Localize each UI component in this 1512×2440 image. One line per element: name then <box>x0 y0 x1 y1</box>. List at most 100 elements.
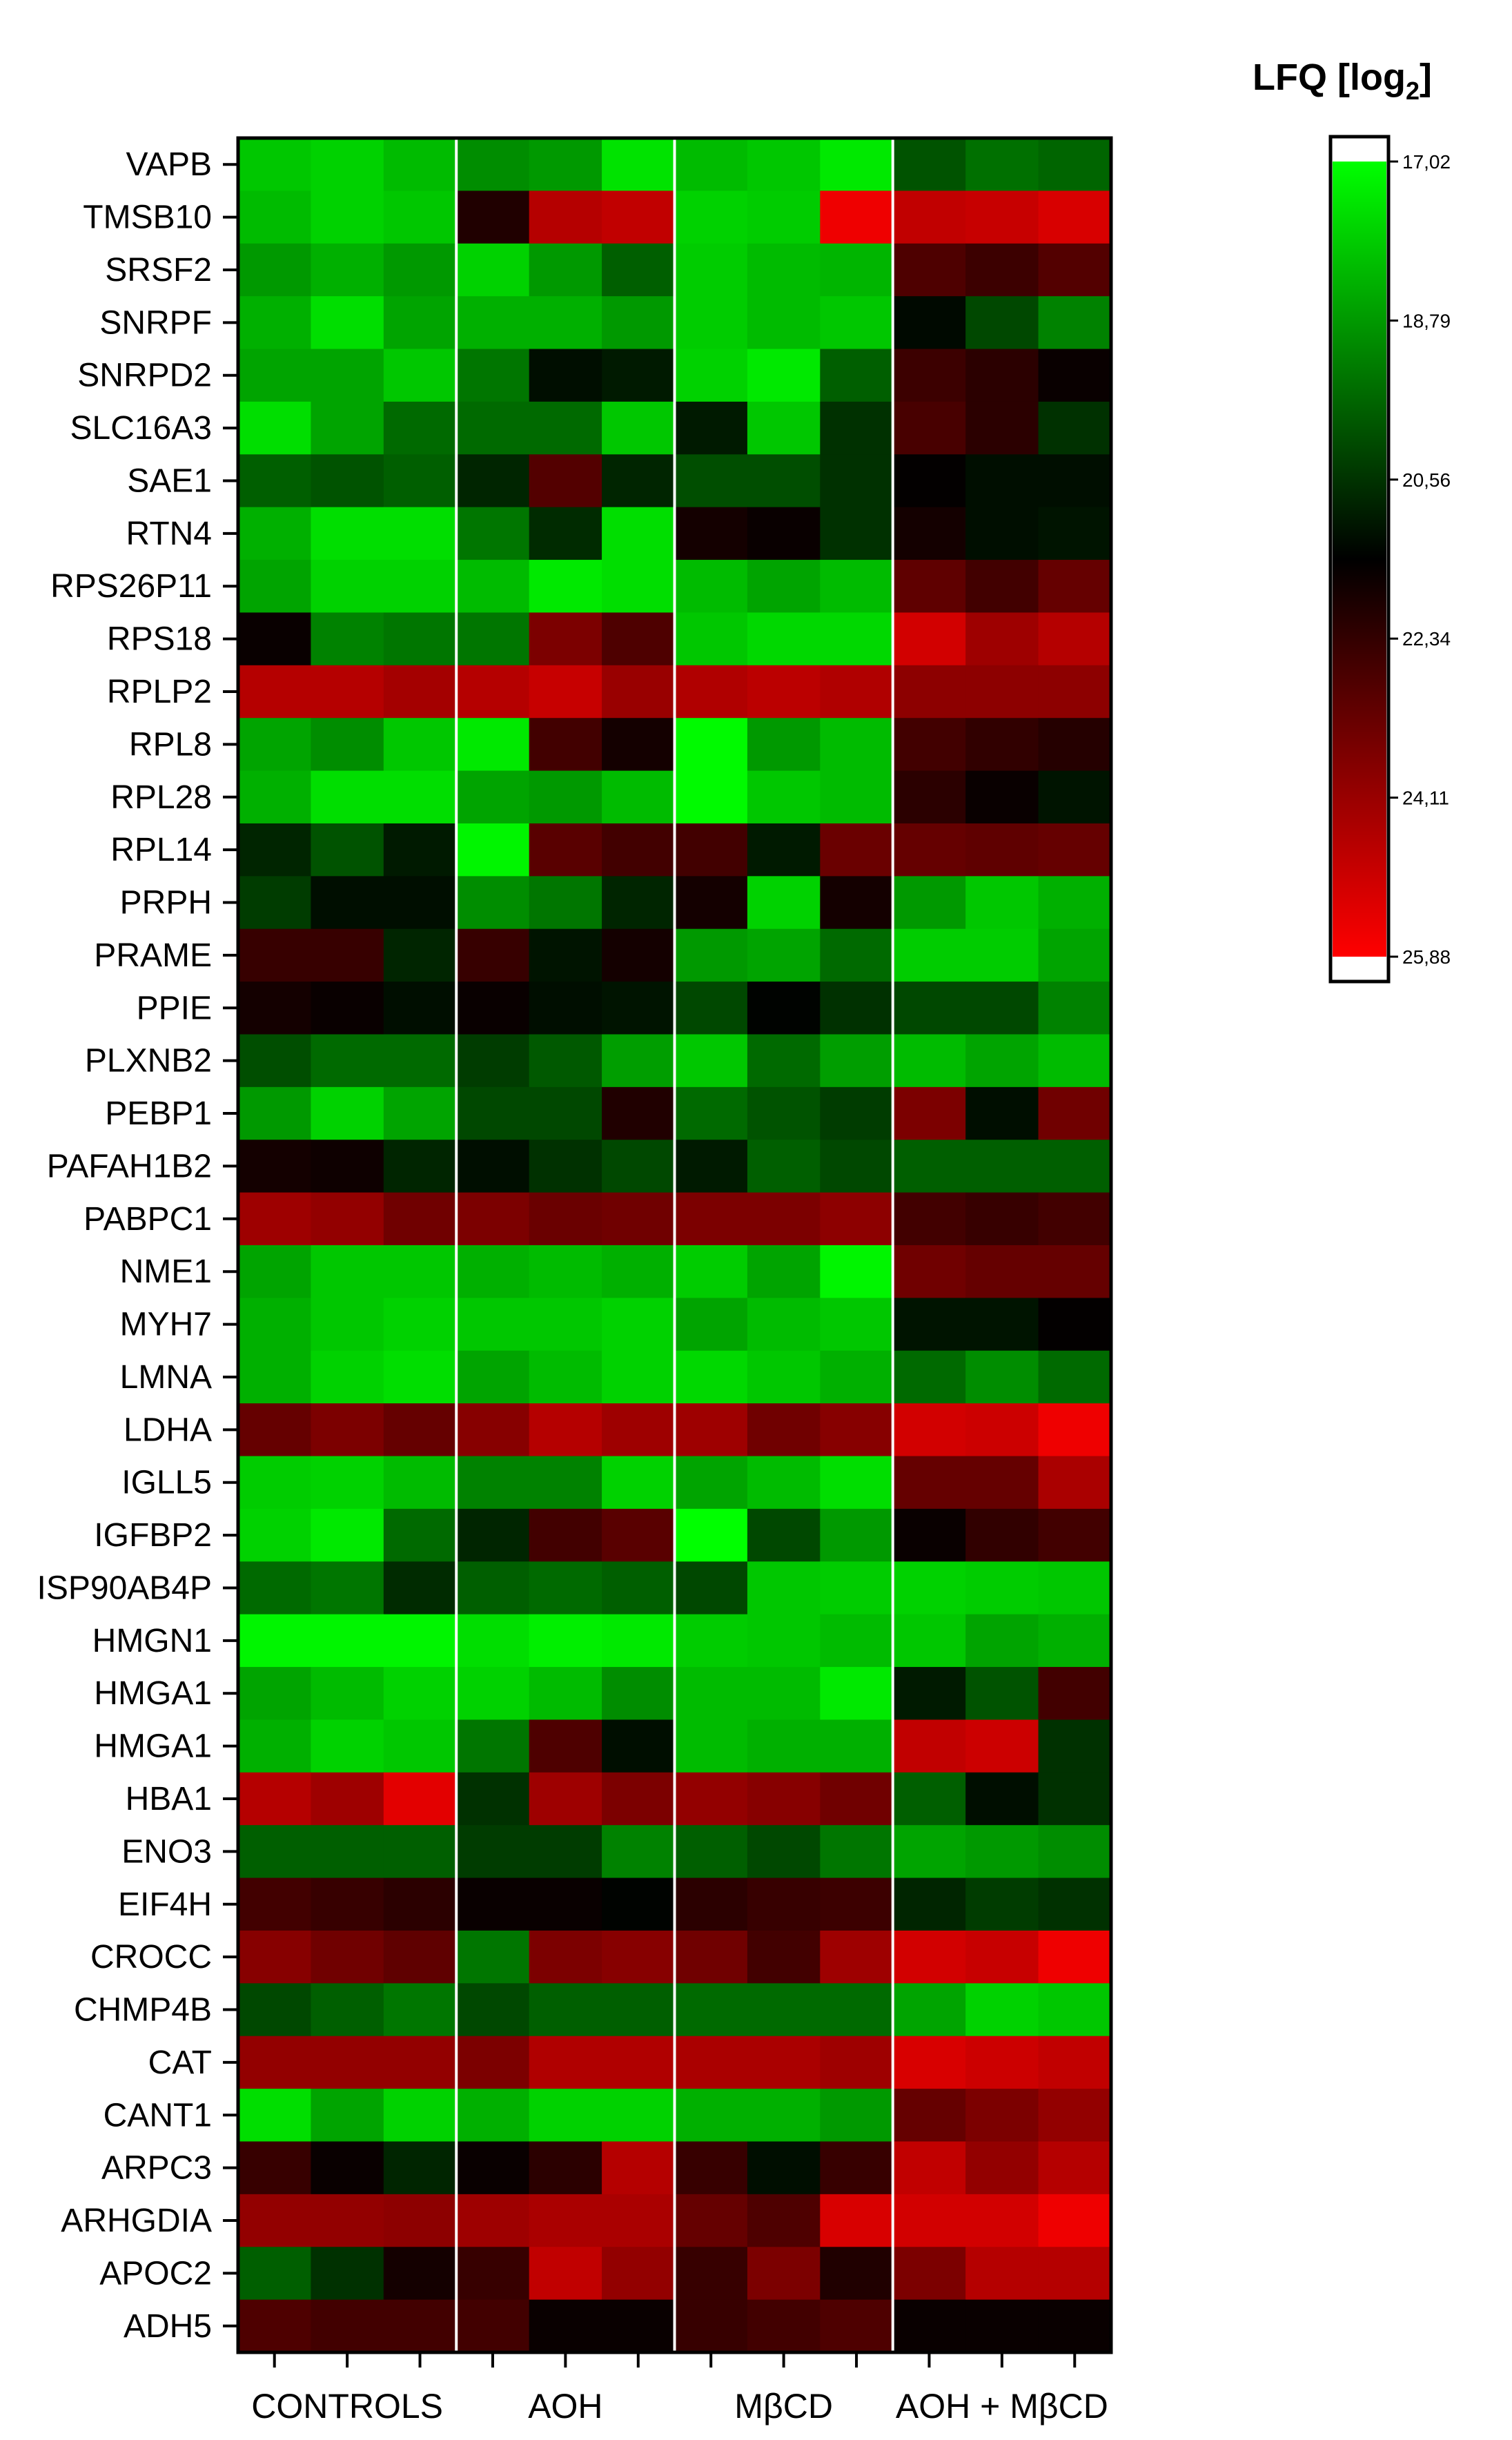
heatmap-cell <box>311 1086 384 1140</box>
heatmap-cell <box>965 1877 1039 1931</box>
heatmap-cell <box>529 2299 602 2353</box>
heatmap-cell <box>965 2089 1039 2143</box>
heatmap-cell <box>238 1350 312 1404</box>
heatmap-cell <box>674 1034 748 1088</box>
heatmap-cell <box>674 454 748 508</box>
heatmap-cell <box>602 1086 676 1140</box>
heatmap-cell <box>820 2036 894 2089</box>
heatmap-cell <box>456 1825 530 1879</box>
heatmap-cell <box>892 296 966 350</box>
heatmap-cell <box>820 1298 894 1351</box>
heatmap-cell <box>674 876 748 930</box>
heatmap-cell <box>383 2299 457 2353</box>
heatmap-cell <box>674 823 748 877</box>
heatmap-cell <box>820 2141 894 2195</box>
heatmap-cell <box>383 1403 457 1457</box>
heatmap-cell <box>529 665 602 719</box>
heatmap-cell <box>311 1508 384 1562</box>
heatmap-cell <box>602 2141 676 2195</box>
heatmap-cell <box>456 349 530 402</box>
heatmap-cell <box>1038 560 1112 614</box>
row-label: PAFAH1B2 <box>47 1148 212 1184</box>
heatmap-cell <box>965 612 1039 666</box>
heatmap-cell <box>529 1086 602 1140</box>
heatmap-cell <box>456 1772 530 1826</box>
row-label: PEBP1 <box>105 1095 212 1132</box>
heatmap-cell <box>892 823 966 877</box>
heatmap-cell <box>602 191 676 244</box>
heatmap-cell <box>383 928 457 982</box>
heatmap-cell <box>820 2089 894 2143</box>
heatmap-cell <box>965 2299 1039 2353</box>
heatmap-cell <box>529 1877 602 1931</box>
heatmap-cell <box>820 718 894 772</box>
heatmap-cell <box>529 349 602 402</box>
heatmap-cell <box>965 1825 1039 1879</box>
heatmap-cell <box>602 1508 676 1562</box>
heatmap-cell <box>965 401 1039 455</box>
heatmap-cell <box>383 349 457 402</box>
heatmap-cell <box>311 401 384 455</box>
heatmap-cell <box>383 1456 457 1510</box>
heatmap-cell <box>674 296 748 350</box>
row-label: PRAME <box>94 937 212 974</box>
heatmap-cell <box>238 560 312 614</box>
heatmap-cell <box>892 1403 966 1457</box>
heatmap-cell <box>311 982 384 1035</box>
heatmap-cell <box>529 1983 602 2037</box>
heatmap-cell <box>602 2089 676 2143</box>
heatmap-cell <box>238 1772 312 1826</box>
heatmap-cell <box>747 1403 821 1457</box>
heatmap-cell <box>892 1772 966 1826</box>
heatmap-cell <box>238 1403 312 1457</box>
heatmap-cell <box>238 928 312 982</box>
heatmap-cell <box>1038 982 1112 1035</box>
heatmap-cell <box>965 665 1039 719</box>
heatmap-cell <box>965 1719 1039 1773</box>
heatmap-cell <box>820 507 894 560</box>
heatmap-cell <box>529 1140 602 1193</box>
heatmap-cell <box>238 1983 312 2037</box>
heatmap-cell <box>456 1614 530 1668</box>
heatmap-cell <box>820 1614 894 1668</box>
heatmap-cell <box>747 2036 821 2089</box>
heatmap-cell <box>529 982 602 1035</box>
heatmap-cell <box>820 1403 894 1457</box>
heatmap-cell <box>602 1561 676 1615</box>
heatmap-cell <box>674 770 748 824</box>
heatmap-cell <box>892 2036 966 2089</box>
heatmap-cell <box>1038 243 1112 297</box>
heatmap-cell <box>311 1614 384 1668</box>
heatmap-cell <box>529 1192 602 1246</box>
heatmap-cell <box>1038 2089 1112 2143</box>
heatmap-cell <box>311 1350 384 1404</box>
heatmap-cell <box>602 1403 676 1457</box>
heatmap-cell <box>602 1930 676 1984</box>
heatmap-cell <box>747 1298 821 1351</box>
heatmap-cell <box>456 138 530 191</box>
row-label: ARHGDIA <box>61 2203 212 2239</box>
row-label: EIF4H <box>118 1886 212 1923</box>
heatmap-cell <box>892 928 966 982</box>
heatmap-cell <box>602 401 676 455</box>
heatmap-cell <box>892 612 966 666</box>
heatmap-cell <box>820 1086 894 1140</box>
heatmap-cell <box>602 296 676 350</box>
heatmap-cell <box>529 296 602 350</box>
heatmap-cell <box>238 718 312 772</box>
heatmap-cell <box>747 2141 821 2195</box>
heatmap-cell <box>892 507 966 560</box>
colorbar-title: LFQ [log2] <box>1253 57 1432 105</box>
heatmap-cell <box>892 1667 966 1721</box>
heatmap-cell <box>311 507 384 560</box>
heatmap-cell <box>311 2036 384 2089</box>
heatmap-cell <box>965 1192 1039 1246</box>
heatmap-cell <box>311 138 384 191</box>
heatmap-cell <box>456 191 530 244</box>
heatmap-cell <box>383 1667 457 1721</box>
heatmap-cell <box>529 1245 602 1298</box>
heatmap-cell <box>892 2194 966 2247</box>
heatmap-cell <box>456 454 530 508</box>
heatmap-cell <box>1038 612 1112 666</box>
heatmap-cell <box>1038 138 1112 191</box>
